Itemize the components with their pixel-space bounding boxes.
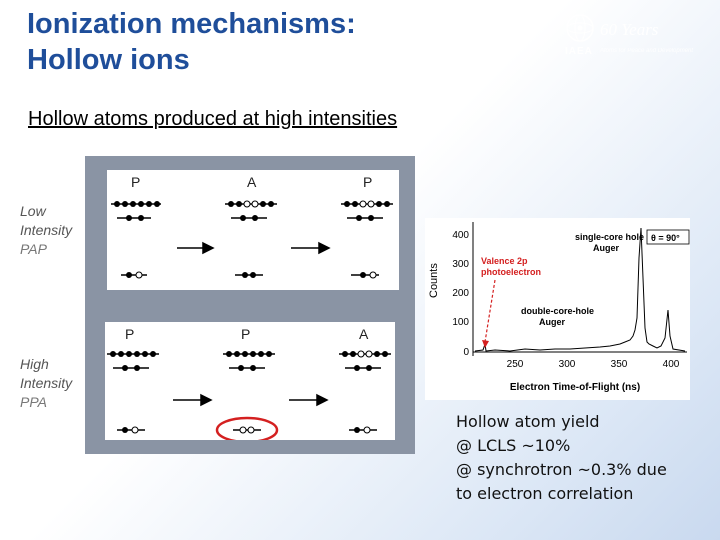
annotation-valence: Valence 2p <box>481 256 528 266</box>
ytick-label: 300 <box>452 259 469 270</box>
ytick-label: 100 <box>452 317 469 328</box>
logo-years: 60 Years <box>600 20 659 39</box>
high-intensity-label: High Intensity PPA <box>20 356 73 410</box>
column-label: P <box>131 174 141 190</box>
low-intensity-label: Low Intensity PAP <box>20 203 73 257</box>
spectrum-xlabel: Electron Time-of-Flight (ns) <box>510 382 640 393</box>
logo-tagline: Atoms for Peace and Development <box>600 48 694 54</box>
annotation-single-core: single-core hole <box>575 232 644 242</box>
annotation-double-core: double-core-hole <box>521 306 594 316</box>
slide-subtitle: Hollow atoms produced at high intensitie… <box>28 108 398 130</box>
xtick-label: 400 <box>663 359 680 370</box>
level-diagram-bottom <box>107 350 391 440</box>
column-label: A <box>359 326 369 342</box>
ytick-label: 200 <box>452 288 469 299</box>
hollow-atom-highlight <box>215 416 279 440</box>
column-label: P <box>241 326 251 342</box>
title-line-2: Hollow ions <box>27 44 190 76</box>
iaea-logo: 60 Years IAEA Atoms for Peace and Develo… <box>556 8 706 60</box>
low-intensity-panel: P A P <box>107 170 399 290</box>
title-line-1: Ionization mechanisms: <box>27 8 356 40</box>
column-label: P <box>125 326 135 342</box>
un-emblem-icon <box>566 14 594 42</box>
logo-org: IAEA <box>565 46 593 57</box>
annotation-single-auger: Auger <box>593 243 620 253</box>
ytick-label: 0 <box>463 347 469 358</box>
level-diagram-top <box>111 200 393 279</box>
column-label: A <box>247 174 257 190</box>
tof-spectrum: Counts 400 300 200 100 0 250 300 350 400… <box>425 218 690 400</box>
annotation-double-auger: Auger <box>539 317 566 327</box>
xtick-label: 300 <box>559 359 576 370</box>
hollow-atom-yield-note: Hollow atom yield @ LCLS ~10% @ synchrot… <box>456 412 667 503</box>
xtick-label: 350 <box>611 359 628 370</box>
xtick-label: 250 <box>507 359 524 370</box>
ionization-diagram: P A P <box>85 156 415 454</box>
slide-title: Ionization mechanisms: Hollow ions <box>27 6 356 78</box>
column-label: P <box>363 174 373 190</box>
ytick-label: 400 <box>452 230 469 241</box>
high-intensity-panel: P P A <box>105 322 395 440</box>
annotation-photoelectron: photoelectron <box>481 267 541 277</box>
spectrum-trace <box>474 227 686 352</box>
annotation-theta: θ = 90° <box>651 233 680 243</box>
spectrum-ylabel: Counts <box>428 263 440 298</box>
